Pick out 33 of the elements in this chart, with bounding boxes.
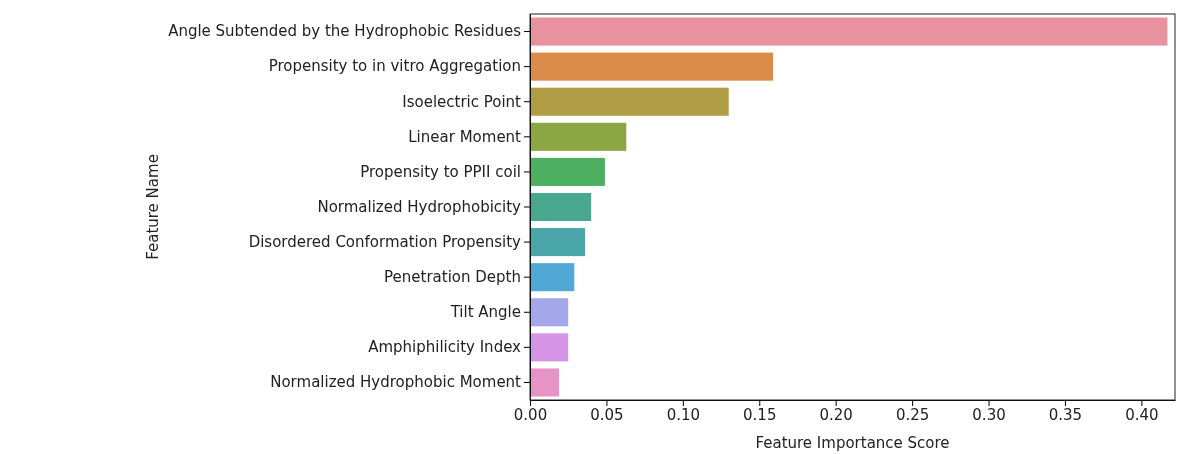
x-tick-label: 0.40: [1125, 405, 1159, 424]
y-tick-label: Angle Subtended by the Hydrophobic Residues: [168, 22, 522, 41]
bar: [530, 228, 586, 257]
y-tick-label: Linear Moment: [408, 127, 522, 146]
bar: [530, 17, 1168, 46]
bar: [530, 87, 729, 116]
y-axis-title: Feature Name: [144, 154, 163, 260]
y-tick-label: Propensity to PPII coil: [360, 162, 521, 181]
y-tick-label: Normalized Hydrophobicity: [317, 197, 522, 216]
bar: [530, 52, 774, 81]
bar: [530, 157, 605, 186]
bar: [530, 298, 569, 327]
x-tick-label: 0.15: [743, 405, 777, 424]
y-tick-label: Disordered Conformation Propensity: [248, 232, 522, 251]
x-tick-label: 0.25: [895, 405, 930, 424]
x-tick-label: 0.20: [819, 405, 853, 424]
bar: [530, 263, 575, 292]
y-tick-label: Propensity to in vitro Aggregation: [268, 57, 521, 76]
x-tick-label: 0.10: [666, 405, 701, 424]
x-axis-title: Feature Importance Score: [755, 434, 950, 452]
bar: [530, 122, 627, 151]
bar: [530, 333, 569, 362]
x-tick-label: 0.00: [513, 405, 548, 424]
y-tick-label: Normalized Hydrophobic Moment: [270, 373, 522, 392]
bar: [530, 368, 560, 397]
x-tick-label: 0.05: [590, 405, 624, 424]
y-tick-label: Amphiphilicity Index: [368, 338, 522, 357]
bar: [530, 192, 592, 222]
y-tick-label: Tilt Angle: [449, 303, 521, 322]
x-tick-label: 0.30: [972, 405, 1006, 424]
y-tick-label: Penetration Depth: [384, 267, 521, 286]
y-tick-label: Isoelectric Point: [402, 92, 522, 111]
x-tick-label: 0.35: [1048, 405, 1083, 424]
